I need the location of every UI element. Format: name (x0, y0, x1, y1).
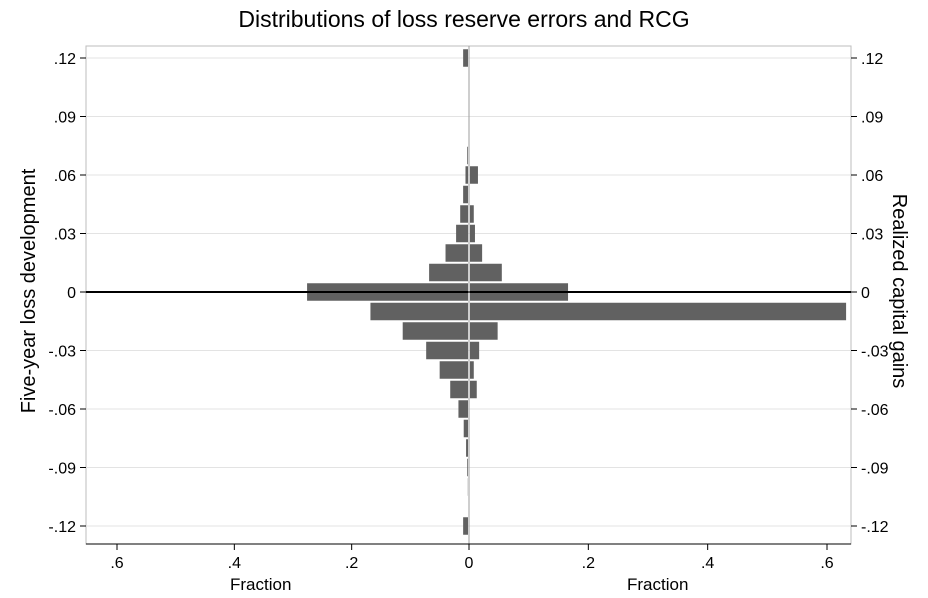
y-tick-label-right: .06 (861, 168, 883, 185)
histogram-bars (307, 49, 847, 535)
bar-right (470, 263, 502, 282)
bar-left (463, 185, 468, 204)
bar-left (370, 302, 468, 321)
bar-left (466, 439, 468, 457)
x-tick-label-left: 0 (465, 555, 474, 572)
y-tick-label-right: .09 (861, 110, 883, 127)
y-tick-label-left: -.12 (48, 519, 76, 536)
bar-right (470, 244, 483, 262)
y-tick-label-left: .09 (54, 110, 76, 127)
bar-right (470, 224, 475, 243)
bar-left (450, 380, 468, 399)
y-tick-label-left: -.03 (48, 344, 76, 361)
bar-left (467, 458, 468, 477)
bar-left (463, 49, 468, 67)
bar-left (467, 146, 468, 165)
x-tick-label-left: .2 (345, 555, 358, 572)
y-tick-label-right: -.12 (861, 519, 889, 536)
bar-right (470, 341, 480, 360)
y-tick-label-right: -.09 (861, 461, 889, 478)
x-tick-label-left: .4 (228, 555, 241, 572)
bar-left (429, 263, 468, 282)
y-tick-label-right: .03 (861, 227, 883, 244)
bar-right (470, 302, 847, 321)
y-tick-label-right: -.03 (861, 344, 889, 361)
bar-left (445, 244, 468, 262)
bar-left (426, 341, 468, 360)
bar-right (470, 322, 498, 340)
y-tick-label-right: .12 (861, 51, 883, 68)
y-tick-label-left: -.09 (48, 461, 76, 478)
bar-left (402, 322, 468, 340)
x-tick-label-left: .6 (110, 555, 123, 572)
bar-left (463, 419, 468, 438)
bar-right (470, 380, 477, 399)
bar-left (456, 224, 468, 243)
bar-right (470, 205, 474, 223)
y-tick-label-left: .06 (54, 168, 76, 185)
y-tick-label-left: 0 (67, 285, 76, 302)
x-tick-label-right: .2 (582, 555, 595, 572)
bar-left (463, 517, 468, 535)
bar-left (458, 400, 468, 418)
x-tick-label-right: .4 (701, 555, 714, 572)
y-tick-label-left: .03 (54, 227, 76, 244)
bar-left (439, 361, 468, 379)
x-axis-right-label: Fraction (627, 575, 689, 594)
y-tick-label-right: 0 (861, 285, 870, 302)
y-tick-label-left: -.06 (48, 402, 76, 419)
x-tick-label-right: .6 (820, 555, 833, 572)
bar-left (465, 166, 468, 184)
y-tick-label-left: .12 (54, 51, 76, 68)
y-tick-label-right: -.06 (861, 402, 889, 419)
axes: .12 .12 .09 .09 .06 .06 .03 .03 0 0 -.03 -.03 -.06 -.… (48, 46, 889, 572)
bar-right (470, 166, 478, 184)
chart-title: Distributions of loss reserve errors and… (238, 6, 690, 32)
bar-right (470, 361, 474, 379)
x-axis-left-label: Fraction (230, 575, 292, 594)
bar-left (460, 205, 468, 223)
